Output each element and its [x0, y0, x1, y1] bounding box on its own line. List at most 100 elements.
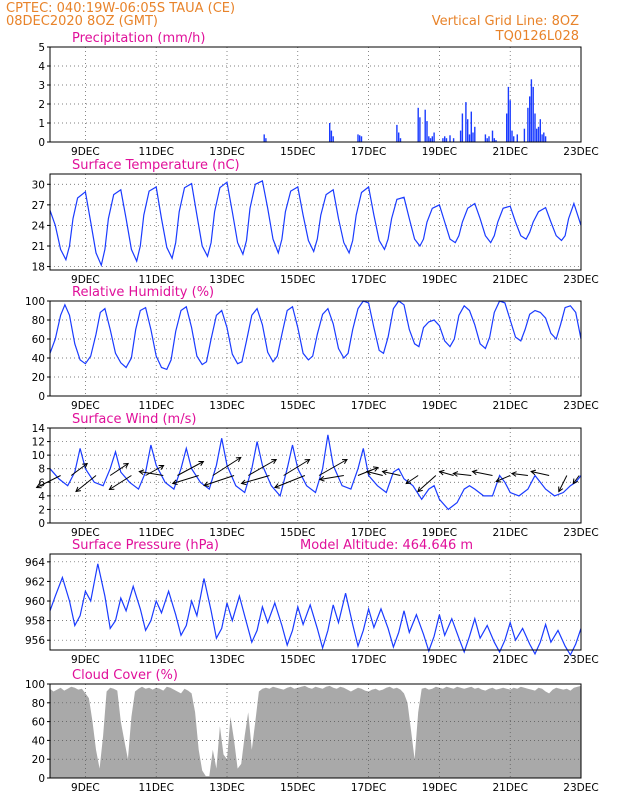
wind-arrow	[35, 475, 61, 489]
precip-bar	[465, 102, 467, 142]
wind-arrow-shaft	[417, 475, 437, 492]
precip-bar	[539, 119, 541, 142]
wind-arrow-shaft	[405, 475, 419, 484]
x-tick-label: 19DEC	[422, 654, 457, 666]
precip-bar	[470, 111, 472, 142]
wind-arrow-shaft	[36, 475, 61, 488]
x-tick-label: 13DEC	[209, 527, 244, 539]
precip-bar	[424, 109, 426, 142]
precip-bar	[399, 138, 402, 142]
wind-arrow	[273, 475, 306, 489]
panel-frame-rh	[49, 300, 582, 397]
precip-bar	[433, 132, 435, 142]
wind-arrow-head	[438, 469, 445, 476]
precip-bar	[507, 86, 510, 142]
wind-arrow-shaft	[145, 465, 164, 476]
precip-bar	[493, 138, 495, 142]
precip-bar	[536, 128, 538, 142]
x-tick-label: 21DEC	[492, 527, 527, 539]
y-tick-label: 0	[38, 391, 45, 403]
x-tick-label: 21DEC	[492, 654, 527, 666]
y-tick-label: 40	[32, 735, 45, 747]
y-tick-label: 100	[25, 679, 45, 691]
series-line-pressure	[49, 563, 582, 657]
wind-arrow-head	[123, 462, 130, 469]
y-tick-label: 4	[38, 491, 45, 503]
panel-frame-wind	[49, 427, 582, 524]
y-tick-label: 5	[38, 42, 45, 54]
x-tick-label: 11DEC	[138, 400, 173, 412]
y-tick-label: 14	[32, 423, 46, 435]
wind-arrow	[171, 475, 199, 485]
panel-temp: Surface Temperature (nC) 18 21 24 27 30 9DEC 11…	[32, 158, 599, 286]
panel-title-temp: Surface Temperature (nC)	[72, 158, 240, 173]
precip-bar	[486, 138, 488, 142]
wind-arrow	[510, 471, 528, 477]
panel-pressure: Surface Pressure (hPa) Model Altitude: 46…	[25, 538, 599, 666]
wind-arrow-head	[35, 483, 42, 489]
wind-arrow-shaft	[212, 457, 242, 476]
x-tick-label: 11DEC	[138, 274, 173, 286]
precip-bar	[467, 119, 469, 142]
wind-arrow-head	[341, 458, 348, 465]
precip-bar	[332, 136, 334, 142]
x-tick-label: 11DEC	[138, 527, 173, 539]
x-tick-label: 9DEC	[71, 400, 100, 412]
wind-arrow-shaft	[109, 475, 132, 490]
y-tick-label: 10	[32, 450, 45, 462]
wind-arrow-shaft	[70, 463, 88, 476]
x-tick-label: 15DEC	[280, 782, 315, 794]
x-tick-label: 23DEC	[563, 782, 598, 794]
x-tick-label: 15DEC	[280, 146, 315, 158]
precip-bar	[541, 134, 543, 142]
header-location: CPTEC: 040:19W-06:05S TAUA (CE)	[6, 1, 235, 16]
panel-frame-pressure	[49, 553, 582, 651]
y-tick-label: 964	[25, 557, 45, 569]
wind-arrow-head	[138, 469, 145, 475]
wind-arrow	[572, 475, 580, 485]
precip-bar	[360, 136, 363, 142]
wind-arrow	[283, 458, 311, 476]
precip-bar	[359, 135, 361, 142]
wind-arrow-head	[75, 486, 81, 493]
precip-bar	[396, 124, 398, 142]
precip-bar	[527, 107, 529, 142]
wind-arrow	[70, 462, 89, 476]
precip-bar	[426, 121, 428, 142]
series-line-rh	[49, 300, 582, 371]
precip-bar	[417, 107, 419, 142]
wind-arrow	[177, 461, 205, 476]
x-tick-label: 17DEC	[351, 527, 386, 539]
precip-bar	[544, 136, 547, 142]
x-tick-label: 21DEC	[492, 146, 527, 158]
header-model-code: TQ0126L028	[495, 29, 579, 44]
x-tick-label: 19DEC	[422, 274, 457, 286]
wind-arrow	[247, 458, 278, 476]
wind-arrow	[240, 475, 270, 486]
y-tick-label: 1	[38, 118, 45, 130]
wind-arrow-shaft	[366, 471, 383, 476]
x-tick-label: 9DEC	[71, 146, 100, 158]
y-tick-label: 80	[32, 315, 45, 327]
wind-arrow-shaft	[203, 475, 235, 486]
cloud-area	[50, 685, 581, 778]
x-tick-label: 13DEC	[209, 274, 244, 286]
wind-arrow-shaft	[531, 471, 550, 476]
precip-bar	[537, 126, 540, 142]
precip-bar	[532, 86, 534, 142]
wind-arrow-head	[417, 486, 423, 493]
y-tick-label: 60	[32, 717, 45, 729]
precip-bar	[431, 136, 433, 142]
wind-arrow-shaft	[453, 473, 472, 476]
wind-arrow-shaft	[439, 471, 454, 476]
wind-arrow	[108, 475, 132, 491]
precip-bar	[442, 138, 444, 142]
precip-bar	[516, 134, 518, 142]
y-tick-label: 2	[38, 99, 45, 111]
x-tick-label: 11DEC	[138, 782, 173, 794]
wind-arrow-shaft	[177, 461, 204, 476]
wind-arrow-shaft	[558, 475, 568, 492]
x-tick-label: 21DEC	[492, 274, 527, 286]
